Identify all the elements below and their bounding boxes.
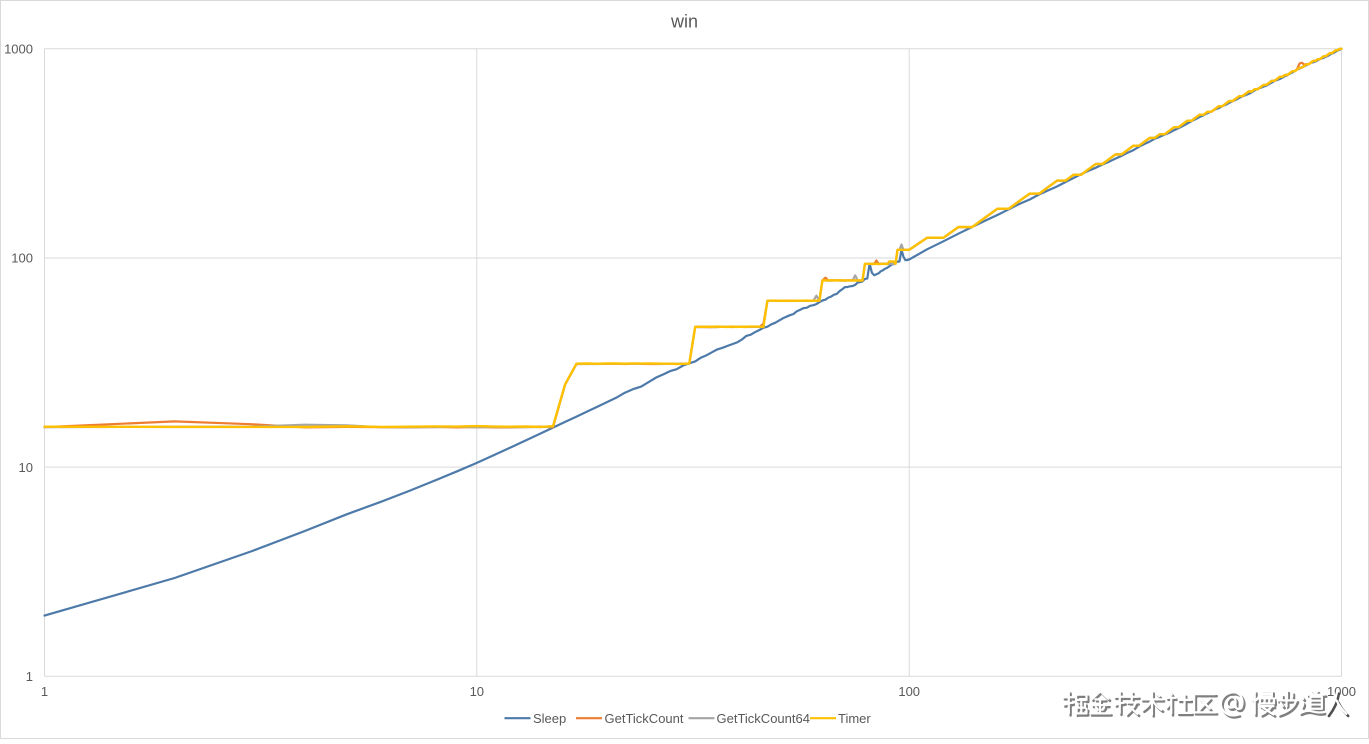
svg-text:10: 10 (470, 684, 484, 699)
svg-text:win: win (670, 12, 698, 32)
svg-text:1000: 1000 (4, 42, 33, 57)
svg-text:100: 100 (898, 684, 920, 699)
svg-text:1: 1 (41, 684, 48, 699)
svg-text:10: 10 (19, 460, 33, 475)
svg-text:1000: 1000 (1327, 684, 1356, 699)
svg-text:GetTickCount: GetTickCount (605, 711, 684, 726)
svg-text:Sleep: Sleep (533, 711, 566, 726)
svg-text:100: 100 (11, 251, 33, 266)
svg-text:Timer: Timer (838, 711, 871, 726)
svg-text:1: 1 (26, 669, 33, 684)
svg-text:GetTickCount64: GetTickCount64 (717, 711, 810, 726)
